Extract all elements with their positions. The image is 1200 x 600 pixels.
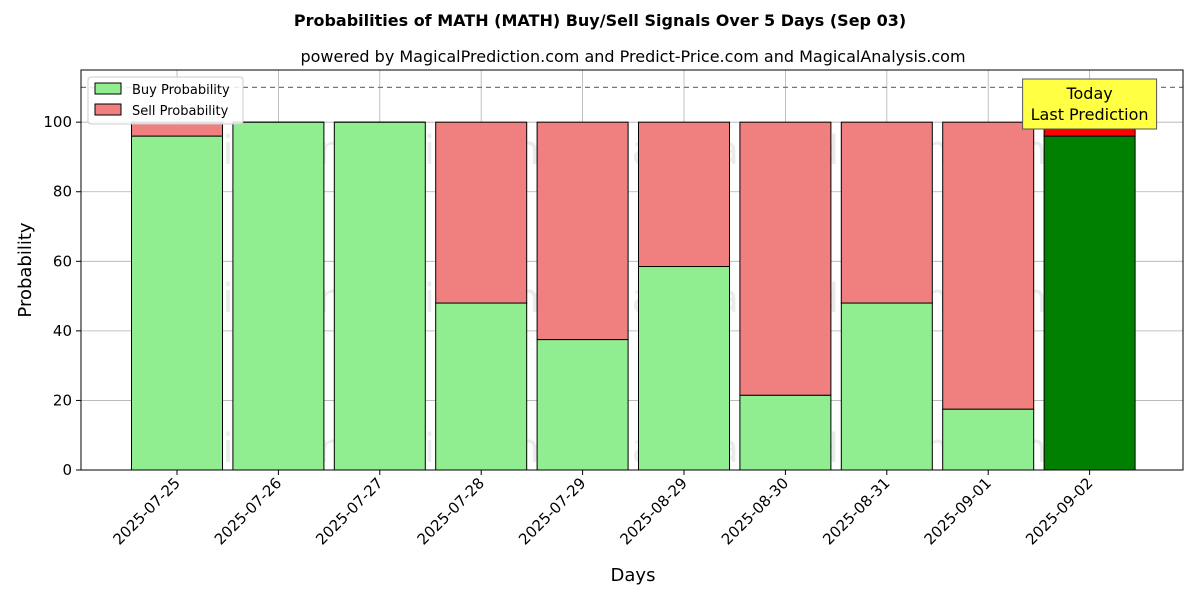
y-tick-label: 20 xyxy=(53,391,72,409)
bar-buy xyxy=(232,121,325,471)
today-annotation: Today Last Prediction xyxy=(1022,78,1158,130)
y-tick-label: 40 xyxy=(53,322,72,340)
legend-label-buy: Buy Probability xyxy=(132,83,230,98)
annotation-line: Last Prediction xyxy=(1031,105,1149,124)
bar-buy xyxy=(739,394,832,471)
bar-buy xyxy=(333,121,426,471)
x-tick-label: 2025-08-29 xyxy=(616,474,690,548)
bars xyxy=(131,121,1136,471)
bar-sell xyxy=(739,121,832,396)
y-tick-label: 100 xyxy=(43,113,72,131)
y-axis-ticks: 0 20 40 60 80 100 xyxy=(43,113,81,479)
x-axis-ticks: 2025-07-25 2025-07-26 2025-07-27 2025-07-28… xyxy=(109,470,1096,548)
bar-buy xyxy=(131,135,223,471)
bar-buy xyxy=(942,408,1035,471)
legend-swatch-buy xyxy=(94,82,122,95)
x-tick-label: 2025-07-26 xyxy=(211,474,285,548)
legend-label-sell: Sell Probability xyxy=(132,104,229,119)
bar-sell xyxy=(638,121,730,268)
y-axis-label: Probability xyxy=(15,222,36,317)
bar-sell xyxy=(942,121,1035,410)
x-tick-label: 2025-07-27 xyxy=(312,474,386,548)
legend: Buy Probability Sell Probability xyxy=(87,76,244,125)
chart-subtitle: powered by MagicalPrediction.com and Pre… xyxy=(300,47,965,66)
bar-sell xyxy=(435,121,528,304)
bar-buy xyxy=(840,302,933,471)
x-tick-label: 2025-07-25 xyxy=(109,474,183,548)
x-tick-label: 2025-09-02 xyxy=(1022,474,1096,548)
y-tick-label: 60 xyxy=(53,252,72,270)
legend-box xyxy=(87,76,244,125)
legend-swatch-sell xyxy=(94,103,122,116)
annotation-line: Today xyxy=(1065,84,1112,103)
x-tick-label: 2025-07-28 xyxy=(414,474,488,548)
bar-buy xyxy=(638,266,730,471)
plot-frame xyxy=(80,69,1184,471)
annotation-box xyxy=(1022,78,1158,130)
bar-sell xyxy=(536,121,629,341)
x-tick-label: 2025-08-31 xyxy=(819,474,893,548)
x-tick-label: 2025-08-30 xyxy=(718,474,792,548)
y-tick-label: 0 xyxy=(62,461,72,479)
x-tick-label: 2025-07-29 xyxy=(515,474,589,548)
chart-title: Probabilities of MATH (MATH) Buy/Sell Si… xyxy=(294,11,906,30)
y-tick-label: 80 xyxy=(53,183,72,201)
bar-buy xyxy=(536,339,629,471)
bar-buy xyxy=(435,302,528,471)
x-axis-label: Days xyxy=(611,565,656,586)
bar-sell xyxy=(840,121,933,304)
bar-buy xyxy=(1043,135,1136,471)
x-tick-label: 2025-09-01 xyxy=(921,474,995,548)
